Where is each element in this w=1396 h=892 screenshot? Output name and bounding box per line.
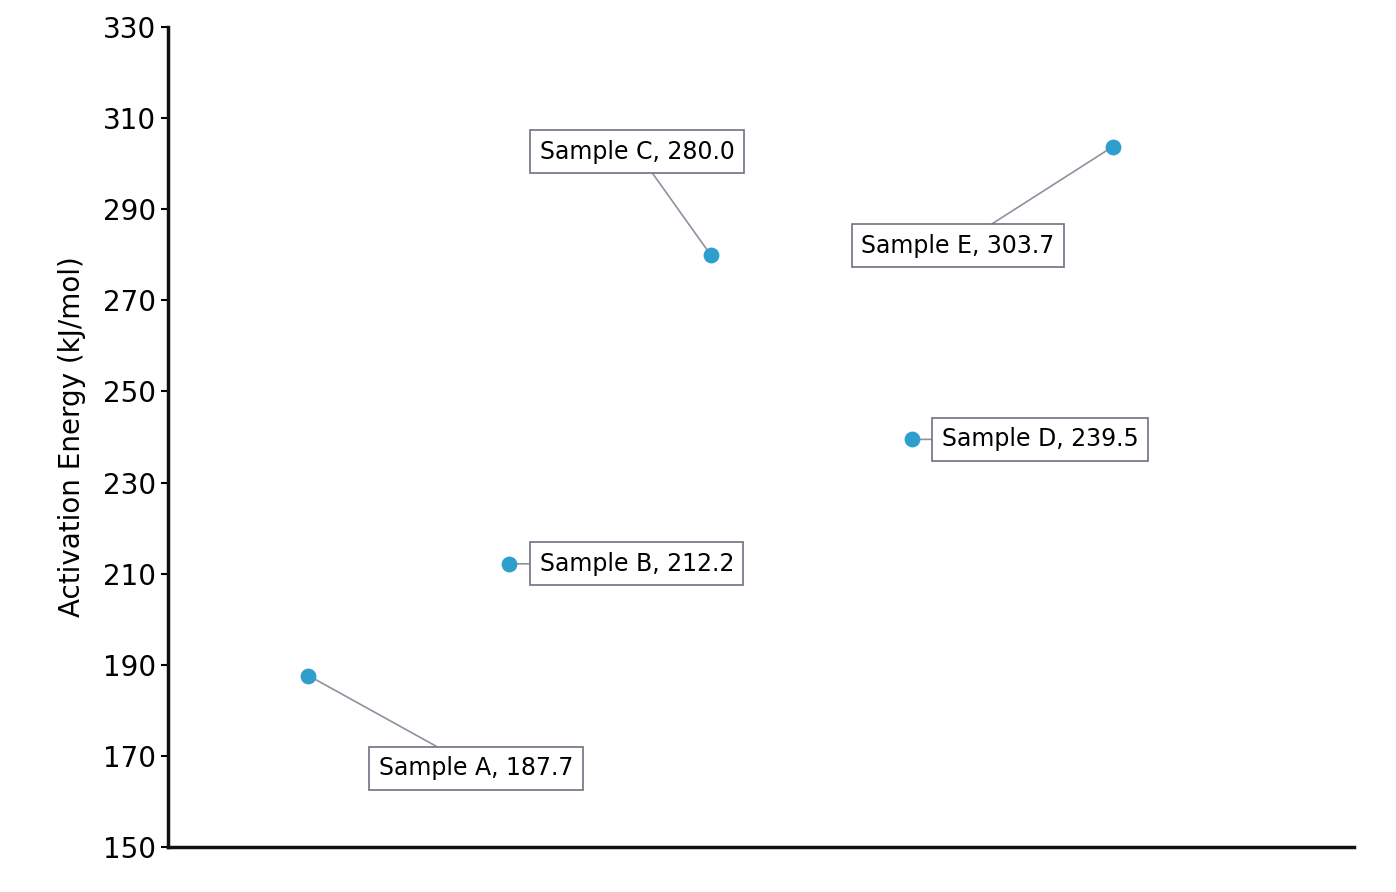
Point [699, 248, 722, 262]
Text: Sample C, 280.0: Sample C, 280.0 [540, 139, 734, 255]
Point [1101, 139, 1124, 153]
Text: Sample A, 187.7: Sample A, 187.7 [309, 675, 574, 780]
Point [498, 557, 521, 571]
Y-axis label: Activation Energy (kJ/mol): Activation Energy (kJ/mol) [57, 257, 85, 617]
Text: Sample E, 303.7: Sample E, 303.7 [861, 146, 1113, 258]
Text: Sample B, 212.2: Sample B, 212.2 [510, 552, 734, 576]
Point [900, 433, 923, 447]
Point [297, 668, 320, 682]
Text: Sample D, 239.5: Sample D, 239.5 [912, 427, 1139, 451]
